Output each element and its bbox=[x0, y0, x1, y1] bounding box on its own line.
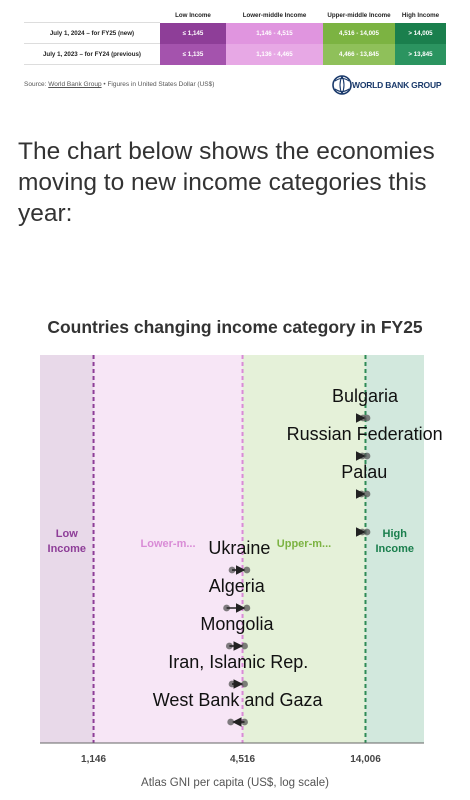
row-label: July 1, 2024 – for FY25 (new) bbox=[24, 22, 160, 44]
chart-title: Countries changing income category in FY… bbox=[47, 317, 423, 337]
header-lower-middle-income: Lower-middle Income bbox=[242, 11, 307, 19]
cell-high: > 13,845 bbox=[395, 43, 446, 65]
country-label-bulgaria: Bulgaria bbox=[332, 386, 399, 406]
point-current bbox=[241, 642, 248, 650]
table-row: July 1, 2023 – for FY24 (previous) ≤ 1,1… bbox=[24, 43, 446, 65]
point-current bbox=[227, 718, 235, 726]
country-label-mongolia: Mongolia bbox=[200, 614, 274, 634]
band-low-income bbox=[40, 355, 94, 743]
country-label-west-bank-and-gaza: West Bank and Gaza bbox=[153, 690, 324, 710]
source-prefix: Source: bbox=[24, 81, 49, 88]
x-axis-label: Atlas GNI per capita (US$, log scale) bbox=[141, 777, 329, 789]
band-label: Income bbox=[375, 543, 414, 555]
cell-upper-middle: 4,516 - 14,005 bbox=[323, 22, 395, 44]
x-tick-label: 14,006 bbox=[350, 754, 381, 765]
band-label: High bbox=[383, 528, 408, 540]
cell-low: ≤ 1,145 bbox=[160, 22, 226, 44]
point-current bbox=[241, 680, 248, 688]
point-current bbox=[363, 528, 371, 536]
source-note: Source: World Bank Group • Figures in Un… bbox=[24, 81, 214, 88]
x-tick-label: 4,516 bbox=[230, 754, 255, 765]
world-bank-logo[interactable] bbox=[332, 72, 462, 98]
cell-high: > 14,005 bbox=[395, 22, 446, 44]
band-label: Upper-m... bbox=[277, 538, 331, 550]
point-previous bbox=[241, 718, 248, 726]
cell-low: ≤ 1,135 bbox=[160, 43, 226, 65]
point-current bbox=[243, 566, 251, 574]
table-row: July 1, 2024 – for FY25 (new) ≤ 1,145 1,… bbox=[24, 22, 446, 44]
cell-lower-middle: 1,136 - 4,465 bbox=[226, 43, 323, 65]
country-label-iran-islamic-rep: Iran, Islamic Rep. bbox=[168, 652, 308, 672]
source-suffix: • Figures in United States Dollar (US$) bbox=[101, 81, 215, 88]
band-label: Income bbox=[48, 543, 87, 555]
cell-upper-middle: 4,466 - 13,845 bbox=[323, 43, 395, 65]
point-current bbox=[363, 452, 371, 460]
country-label-russian-federation: Russian Federation bbox=[287, 424, 443, 444]
band-upper-m bbox=[242, 355, 366, 743]
country-label-palau: Palau bbox=[341, 462, 387, 482]
band-lower-m bbox=[93, 355, 243, 743]
header-high-income: High Income bbox=[401, 11, 440, 19]
band-label: Lower-m... bbox=[141, 538, 196, 550]
header-upper-middle-income: Upper-middle Income bbox=[327, 11, 391, 19]
point-current bbox=[363, 414, 371, 422]
band-high-income bbox=[365, 355, 424, 743]
point-current bbox=[363, 490, 371, 498]
income-change-chart: Low Income Lower-m... Upper-m... High Income 1… bbox=[40, 355, 443, 765]
header-low-income: Low Income bbox=[175, 11, 211, 19]
country-label-ukraine: Ukraine bbox=[208, 538, 270, 558]
row-label: July 1, 2023 – for FY24 (previous) bbox=[24, 43, 160, 65]
header-blank bbox=[24, 8, 160, 23]
table-header-row: Low Income Lower-middle Income Upper-mid… bbox=[24, 8, 446, 23]
income-threshold-table: Low Income Lower-middle Income Upper-mid… bbox=[24, 8, 446, 65]
intro-text: The chart below shows the economies movi… bbox=[18, 138, 435, 227]
logo-wordmark: WORLD BANK GROUP bbox=[352, 80, 442, 90]
source-link[interactable]: World Bank Group bbox=[48, 81, 102, 88]
cell-lower-middle: 1,146 - 4,515 bbox=[226, 22, 323, 44]
band-label: Low bbox=[56, 528, 78, 540]
country-label-algeria: Algeria bbox=[209, 576, 266, 596]
x-tick-label: 1,146 bbox=[81, 754, 106, 765]
point-current bbox=[243, 604, 251, 612]
